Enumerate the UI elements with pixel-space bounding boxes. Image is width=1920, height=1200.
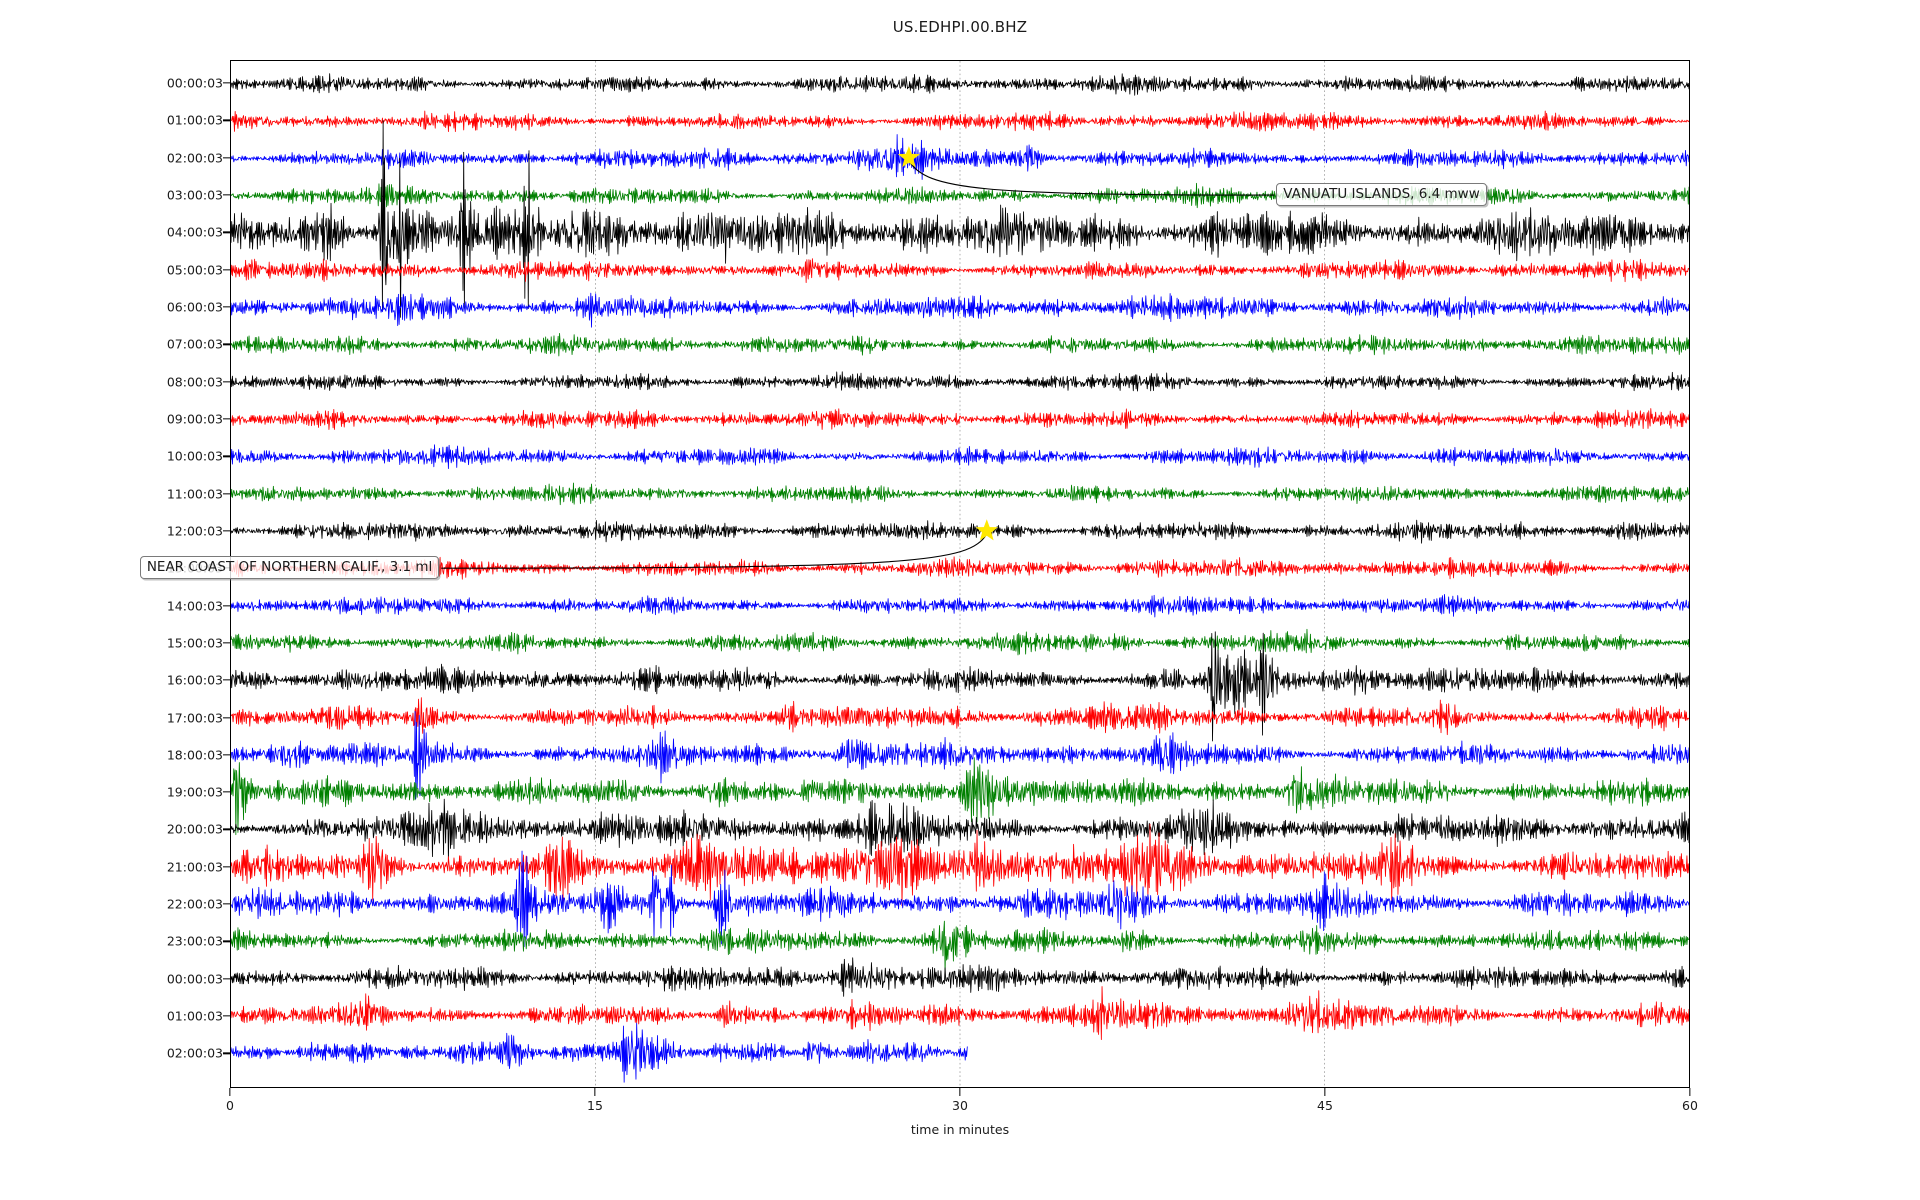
y-axis-tick-mark bbox=[223, 343, 231, 345]
y-axis-tick-mark bbox=[223, 418, 231, 420]
y-axis-tick-label: 05:00:03 bbox=[166, 262, 223, 278]
y-axis-tick-mark bbox=[223, 828, 231, 831]
event-annotation-label: NEAR COAST OF NORTHERN CALIF., 3.1 ml bbox=[139, 556, 440, 580]
y-axis-tick-label: 06:00:03 bbox=[166, 299, 223, 315]
y-axis-tick-label: 01:00:03 bbox=[166, 1008, 223, 1024]
y-axis-tick-mark bbox=[223, 231, 231, 234]
y-axis-tick-label: 08:00:03 bbox=[166, 374, 223, 390]
grid-lines bbox=[595, 61, 1325, 1087]
y-axis-tick-label: 22:00:03 bbox=[166, 896, 223, 912]
x-axis-label: time in minutes bbox=[910, 1122, 1010, 1137]
plot-area bbox=[230, 60, 1690, 1088]
y-axis-tick-mark bbox=[223, 492, 231, 495]
y-axis-tick-label: 23:00:03 bbox=[166, 933, 223, 949]
x-axis-tick-mark bbox=[229, 1088, 231, 1096]
y-axis-tick-mark bbox=[223, 903, 231, 905]
y-axis-tick-mark bbox=[223, 1015, 231, 1017]
y-axis-tick-mark bbox=[223, 194, 231, 196]
y-axis-tick-label: 02:00:03 bbox=[166, 150, 223, 166]
x-axis-tick-label: 15 bbox=[587, 1098, 603, 1113]
y-axis-tick-label: 16:00:03 bbox=[166, 672, 223, 688]
y-axis-tick-mark bbox=[223, 157, 231, 159]
x-axis-tick-mark bbox=[594, 1088, 596, 1096]
x-axis-tick-mark bbox=[1689, 1088, 1691, 1096]
x-axis-tick-label: 30 bbox=[952, 1098, 968, 1113]
y-axis-tick-mark bbox=[223, 679, 231, 681]
y-axis-tick-mark bbox=[223, 642, 231, 644]
x-axis-tick-label: 60 bbox=[1682, 1098, 1698, 1113]
x-axis-tick-mark bbox=[959, 1088, 961, 1096]
y-axis-tick-mark bbox=[223, 119, 231, 122]
y-axis-tick-label: 12:00:03 bbox=[166, 523, 223, 539]
y-axis-tick-mark bbox=[223, 791, 231, 793]
y-axis-tick-mark bbox=[223, 306, 231, 308]
y-axis-tick-mark bbox=[223, 940, 231, 943]
y-axis-tick-mark bbox=[223, 530, 231, 532]
y-axis-tick-label: 17:00:03 bbox=[166, 710, 223, 725]
y-axis-tick-mark bbox=[223, 269, 231, 271]
event-annotation-label: VANUATU ISLANDS, 6.4 mww bbox=[1276, 183, 1487, 207]
y-axis-tick-area: 00:00:03 01:00:03 02:00:03 03:00:03 04:00:03… bbox=[0, 0, 231, 1200]
y-axis-tick-mark bbox=[223, 455, 231, 457]
y-axis-tick-mark bbox=[223, 1052, 231, 1054]
y-axis-tick-label: 18:00:03 bbox=[166, 747, 223, 763]
y-axis-tick-mark bbox=[223, 754, 231, 756]
y-axis-tick-mark bbox=[223, 604, 231, 607]
y-axis-tick-label: 00:00:03 bbox=[166, 971, 223, 987]
y-axis-tick-label: 21:00:03 bbox=[166, 859, 223, 875]
y-axis-tick-label: 03:00:03 bbox=[166, 187, 223, 203]
y-axis-tick-label: 19:00:03 bbox=[166, 784, 223, 800]
y-axis-tick-mark bbox=[223, 380, 231, 383]
y-axis-tick-label: 14:00:03 bbox=[166, 598, 223, 613]
y-axis-tick-label: 11:00:03 bbox=[166, 486, 223, 502]
y-axis-tick-label: 00:00:03 bbox=[166, 75, 223, 91]
y-axis-tick-label: 20:00:03 bbox=[166, 821, 223, 837]
x-axis-tick-mark bbox=[1324, 1088, 1326, 1096]
y-axis-tick-label: 10:00:03 bbox=[166, 448, 223, 464]
y-axis-tick-mark bbox=[223, 716, 231, 719]
page-title: US.EDHPI.00.BHZ bbox=[892, 18, 1028, 36]
y-axis-tick-label: 02:00:03 bbox=[166, 1045, 223, 1061]
y-axis-tick-label: 07:00:03 bbox=[166, 336, 223, 352]
x-axis-tick-label: 0 bbox=[226, 1098, 234, 1113]
seismic-traces bbox=[231, 73, 1689, 1083]
y-axis-tick-mark bbox=[223, 978, 231, 980]
y-axis-tick-label: 15:00:03 bbox=[166, 635, 223, 651]
y-axis-tick-label: 04:00:03 bbox=[166, 224, 223, 240]
y-axis-tick-label: 01:00:03 bbox=[166, 112, 223, 128]
y-axis-tick-label: 09:00:03 bbox=[166, 411, 223, 427]
y-axis-tick-mark bbox=[223, 82, 231, 84]
y-axis-tick-mark bbox=[223, 866, 231, 868]
x-axis-tick-label: 45 bbox=[1317, 1098, 1333, 1113]
